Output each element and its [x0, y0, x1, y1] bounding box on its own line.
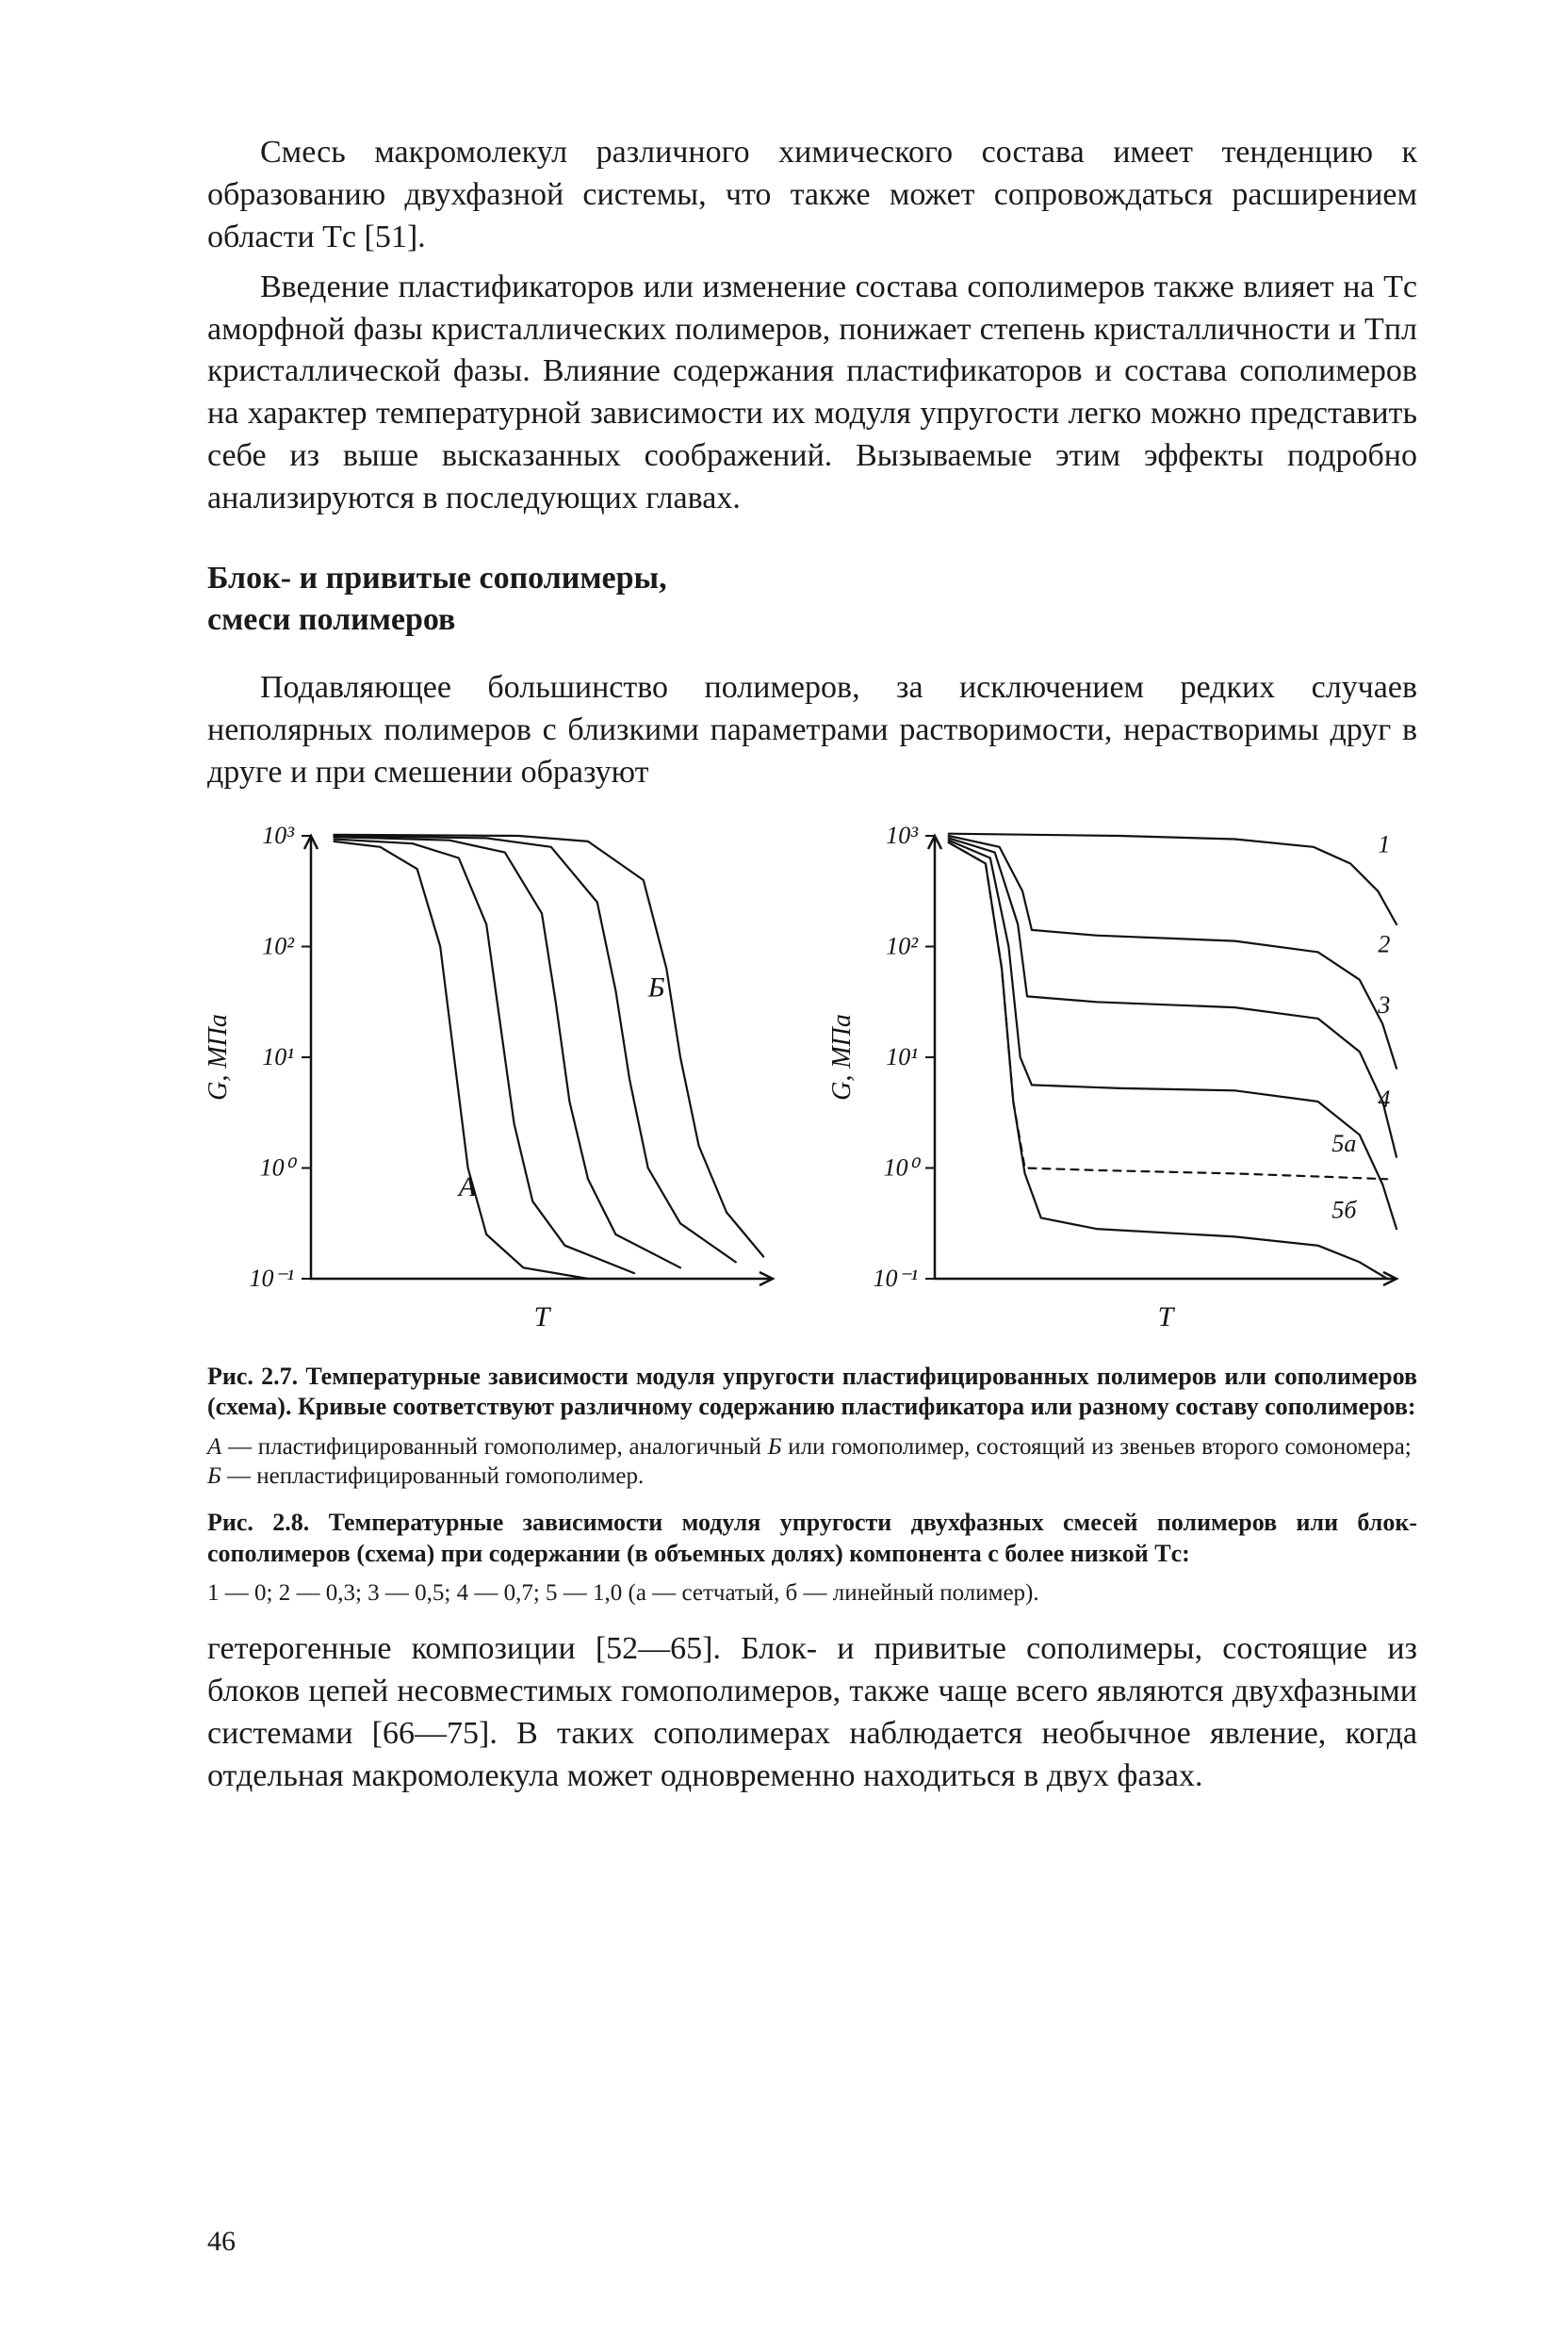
- paragraph-1: Смесь макромолекул различного химическог…: [207, 132, 1417, 259]
- caption-2-8-key: 1 — 0; 2 — 0,3; 3 — 0,5; 4 — 0,7; 5 — 1,…: [207, 1578, 1417, 1609]
- svg-text:G, МПа: G, МПа: [207, 1014, 233, 1101]
- caption-2-7-bold: Рис. 2.7. Температурные зависимости моду…: [207, 1363, 1417, 1421]
- caption-2-7: Рис. 2.7. Температурные зависимости моду…: [207, 1362, 1417, 1423]
- figure-2-8: 10⁻¹ 10⁰ 10¹ 10² 10³ G, МПа T 1 2 3 4 5а 5б: [831, 817, 1417, 1345]
- section-heading-line2: смеси полимеров: [207, 602, 455, 637]
- chart-2-8: 10⁻¹ 10⁰ 10¹ 10² 10³ G, МПа T 1 2 3 4 5а 5б: [831, 817, 1415, 1345]
- svg-text:10⁻¹: 10⁻¹: [249, 1265, 294, 1292]
- chart-2-7: 10⁻¹ 10⁰ 10¹ 10² 10³ G, МПа T А Б: [207, 817, 792, 1345]
- svg-text:10³: 10³: [886, 822, 919, 849]
- svg-text:T: T: [1158, 1301, 1176, 1332]
- paragraph-3: Подавляющее большинство полимеров, за ис…: [207, 667, 1417, 794]
- page-number: 46: [207, 2226, 236, 2258]
- svg-text:4: 4: [1378, 1086, 1390, 1113]
- svg-text:10⁻¹: 10⁻¹: [873, 1265, 918, 1292]
- svg-text:10⁰: 10⁰: [884, 1153, 922, 1181]
- paragraph-2: Введение пластификаторов или изменение с…: [207, 267, 1417, 520]
- section-heading-line1: Блок- и привитые сополимеры,: [207, 561, 667, 596]
- section-heading: Блок- и привитые сополимеры, смеси полим…: [207, 558, 1417, 641]
- caption-2-8-bold: Рис. 2.8. Температурные зависимости моду…: [207, 1509, 1417, 1567]
- figure-2-7: 10⁻¹ 10⁰ 10¹ 10² 10³ G, МПа T А Б: [207, 817, 793, 1345]
- svg-text:10⁰: 10⁰: [260, 1153, 298, 1181]
- svg-text:1: 1: [1378, 831, 1390, 858]
- svg-text:2: 2: [1378, 930, 1390, 957]
- svg-text:3: 3: [1377, 991, 1390, 1019]
- svg-text:10³: 10³: [262, 822, 295, 849]
- paragraph-4: гетерогенные композиции [52—65]. Блок- и…: [207, 1628, 1417, 1798]
- svg-text:G, МПа: G, МПа: [831, 1014, 857, 1101]
- svg-text:А: А: [457, 1171, 477, 1202]
- svg-text:Б: Б: [647, 972, 665, 1003]
- svg-text:5б: 5б: [1331, 1196, 1357, 1223]
- caption-2-7-legend: А — пластифицированный гомополимер, анал…: [207, 1432, 1417, 1492]
- svg-text:10²: 10²: [262, 932, 295, 959]
- svg-text:5а: 5а: [1331, 1130, 1356, 1157]
- caption-2-8: Рис. 2.8. Температурные зависимости моду…: [207, 1508, 1417, 1569]
- svg-text:10²: 10²: [886, 932, 919, 959]
- svg-text:10¹: 10¹: [886, 1043, 918, 1070]
- svg-text:T: T: [534, 1301, 552, 1332]
- page: Смесь макромолекул различного химическог…: [0, 0, 1568, 2352]
- svg-text:10¹: 10¹: [262, 1043, 294, 1070]
- figure-row: 10⁻¹10⁰10¹10²10³G, МПаTАБ 10⁻¹10⁰10¹10²1…: [207, 817, 1417, 1345]
